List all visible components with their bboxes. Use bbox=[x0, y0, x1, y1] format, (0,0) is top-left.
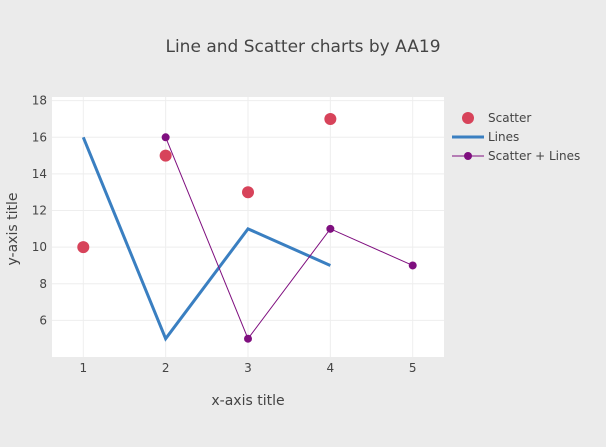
x-tick-label: 1 bbox=[79, 361, 87, 375]
series-layer bbox=[77, 112, 417, 343]
y-tick-label: 12 bbox=[32, 204, 47, 218]
data-point[interactable] bbox=[244, 334, 252, 343]
legend-item-1[interactable]: Scatter bbox=[462, 111, 531, 125]
data-point[interactable] bbox=[324, 112, 337, 125]
data-point[interactable] bbox=[408, 261, 417, 270]
legend-swatch-marker bbox=[464, 152, 472, 160]
x-tick-label: 5 bbox=[409, 361, 417, 375]
legend-label: Scatter + Lines bbox=[488, 149, 580, 163]
legend[interactable]: Scatter Lines Scatter + Lines bbox=[452, 111, 580, 163]
legend-label: Lines bbox=[488, 130, 519, 144]
x-tick-label: 2 bbox=[162, 361, 170, 375]
legend-item-3[interactable]: Scatter + Lines bbox=[452, 149, 580, 163]
series-line-2[interactable] bbox=[81, 136, 331, 342]
y-tick-label: 8 bbox=[39, 277, 47, 291]
y-tick-label: 14 bbox=[32, 167, 47, 181]
legend-swatch-marker bbox=[462, 112, 474, 124]
x-axis-title: x-axis title bbox=[211, 393, 284, 409]
chart-title: Line and Scatter charts by AA19 bbox=[165, 37, 440, 57]
grid-lines bbox=[52, 97, 444, 357]
y-tick-label: 6 bbox=[39, 313, 47, 327]
data-point[interactable] bbox=[326, 224, 335, 233]
data-point[interactable] bbox=[242, 186, 254, 199]
data-point[interactable] bbox=[77, 241, 90, 254]
data-point[interactable] bbox=[159, 149, 172, 162]
data-point[interactable] bbox=[161, 133, 170, 142]
x-tick-label: 4 bbox=[327, 361, 335, 375]
y-axis-title: y-axis title bbox=[5, 193, 21, 266]
x-tick-label: 3 bbox=[244, 361, 252, 375]
y-tick-label: 10 bbox=[32, 240, 47, 254]
y-tick-label: 16 bbox=[32, 130, 47, 144]
legend-label: Scatter bbox=[488, 111, 531, 125]
series-line-3[interactable] bbox=[165, 137, 413, 340]
legend-item-2[interactable]: Lines bbox=[452, 130, 519, 144]
y-tick-label: 18 bbox=[32, 94, 47, 108]
